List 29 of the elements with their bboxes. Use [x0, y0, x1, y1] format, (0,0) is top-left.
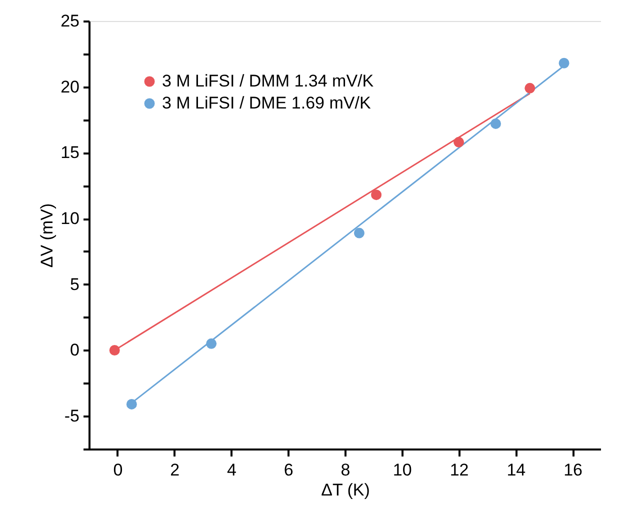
y-tick-label: 0 [70, 340, 80, 360]
y-tick-label: 5 [70, 274, 80, 294]
point [109, 344, 120, 356]
legend-label: 3 M LiFSI / DME 1.69 mV/K [162, 94, 372, 112]
x-tick-label: 8 [340, 460, 350, 480]
point [206, 338, 217, 349]
x-tick-label: 6 [284, 460, 294, 480]
y-tick-label: 15 [60, 143, 80, 162]
y-tick-label: 10 [60, 209, 80, 228]
point [454, 136, 464, 148]
y-tick-label: 25 [60, 12, 80, 30]
x-tick-label: 0 [113, 460, 123, 480]
y-axis-title: ΔV (mV) [38, 203, 57, 268]
x-axis-title: ΔT (K) [321, 480, 370, 500]
x-tick-label: 10 [392, 460, 412, 480]
x-tick-label: 14 [506, 460, 526, 480]
point [558, 58, 570, 68]
x-tick-label: 12 [450, 460, 469, 480]
y-tick-label: -5 [64, 406, 80, 426]
point [490, 118, 501, 129]
point [126, 398, 137, 410]
x-tick-label: 4 [226, 460, 236, 480]
y-tick-label: 20 [60, 77, 80, 96]
legend-label: 3 M LiFSI / DMM 1.34 mV/K [162, 72, 374, 90]
point [354, 228, 364, 238]
x-tick-label: 16 [564, 460, 583, 480]
point [524, 82, 536, 94]
x-tick-label: 2 [170, 460, 180, 480]
point [371, 190, 382, 200]
